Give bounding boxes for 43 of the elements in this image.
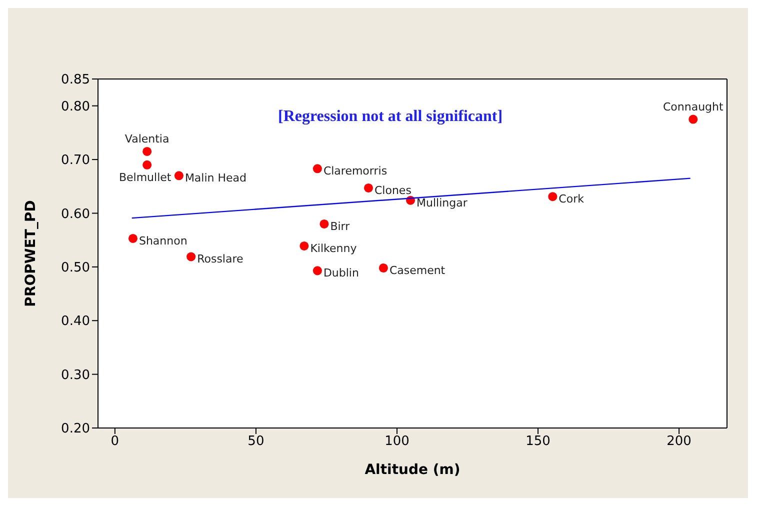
annotation: Birr xyxy=(330,220,350,233)
annotation: Shannon xyxy=(138,234,188,248)
point xyxy=(186,252,196,262)
y-tick-label: 0.85 xyxy=(61,72,90,88)
x-tick-label: 50 xyxy=(248,434,264,450)
annotation: Kilkenny xyxy=(310,242,358,255)
y-tick-label: 0.30 xyxy=(61,368,90,383)
x-tick-label: 0 xyxy=(110,434,120,450)
point xyxy=(378,263,388,272)
y-axis-title: PROPWET_PD xyxy=(22,200,39,307)
annotation: Mullingar xyxy=(416,196,468,210)
y-tick-label: 0.40 xyxy=(61,314,90,330)
x-axis-title: Altitude (m) xyxy=(364,462,460,478)
y-tick-label: 0.20 xyxy=(61,422,90,437)
x-tick-label: 100 xyxy=(384,434,410,450)
annotation: Clones xyxy=(374,184,412,197)
point xyxy=(128,234,138,243)
annotation: Dublin xyxy=(323,266,359,280)
point xyxy=(174,171,184,180)
point xyxy=(312,266,322,276)
x-tick-label: 200 xyxy=(666,434,692,450)
point xyxy=(142,146,152,156)
annotation: Rosslare xyxy=(197,252,244,266)
x-tick-label: 150 xyxy=(526,434,550,450)
point xyxy=(312,164,322,174)
annotation: Malin Head xyxy=(184,172,247,185)
annotation: Valentia xyxy=(124,132,170,146)
point xyxy=(688,114,698,124)
y-tick-label: 0.60 xyxy=(61,206,90,222)
point xyxy=(364,183,374,192)
annotation: Claremorris xyxy=(323,164,388,178)
y-tick-label: 0.80 xyxy=(61,99,90,114)
annotation: Cork xyxy=(558,192,585,206)
y-tick-label: 0.50 xyxy=(61,260,90,276)
point xyxy=(320,219,329,228)
point xyxy=(548,192,558,202)
annotation: Belmullet xyxy=(118,170,172,184)
annotation: Connaught xyxy=(662,100,724,114)
annotation: Casement xyxy=(389,264,446,277)
point xyxy=(142,160,152,170)
y-tick-label: 0.70 xyxy=(61,153,90,168)
annotation: [Regression not at all significant] xyxy=(278,108,503,126)
point xyxy=(300,241,309,250)
